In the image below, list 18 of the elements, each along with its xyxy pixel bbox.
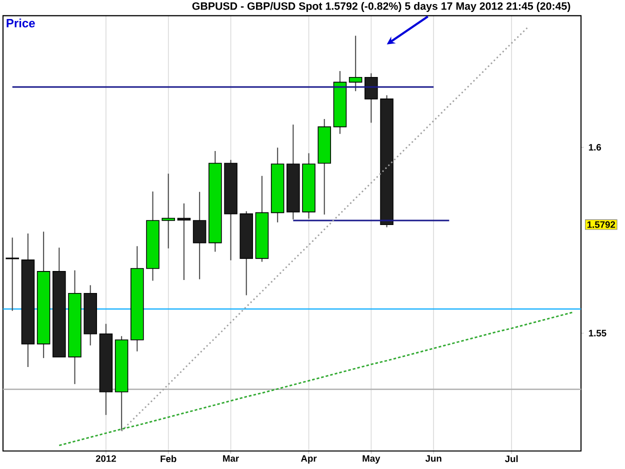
candlestick <box>162 173 176 249</box>
x-tick-label: Apr <box>300 455 317 464</box>
x-tick-label: Feb <box>160 455 176 462</box>
candlestick <box>192 191 206 280</box>
candlestick <box>348 35 362 92</box>
x-tick-label: 2012 <box>96 455 116 462</box>
candlestick <box>364 72 378 124</box>
y-axis-title: Price <box>6 18 35 28</box>
text: 1.5792 <box>587 221 616 228</box>
x-tick-label: Jul <box>504 455 518 462</box>
x-tick-label: Mar <box>223 455 239 462</box>
candlestick <box>177 202 191 281</box>
candlestick <box>6 237 20 312</box>
chart-title: GBPUSD - GBP/USD Spot 1.5792 (-0.82%) 5 days 17 May 2012 21:45 (20:45) <box>192 2 570 12</box>
x-tick-label: Jun <box>425 455 442 462</box>
y-tick-label: 1.6 <box>588 144 602 151</box>
y-tick-label: 1.55 <box>588 330 606 336</box>
x-tick-label: May <box>362 455 380 464</box>
